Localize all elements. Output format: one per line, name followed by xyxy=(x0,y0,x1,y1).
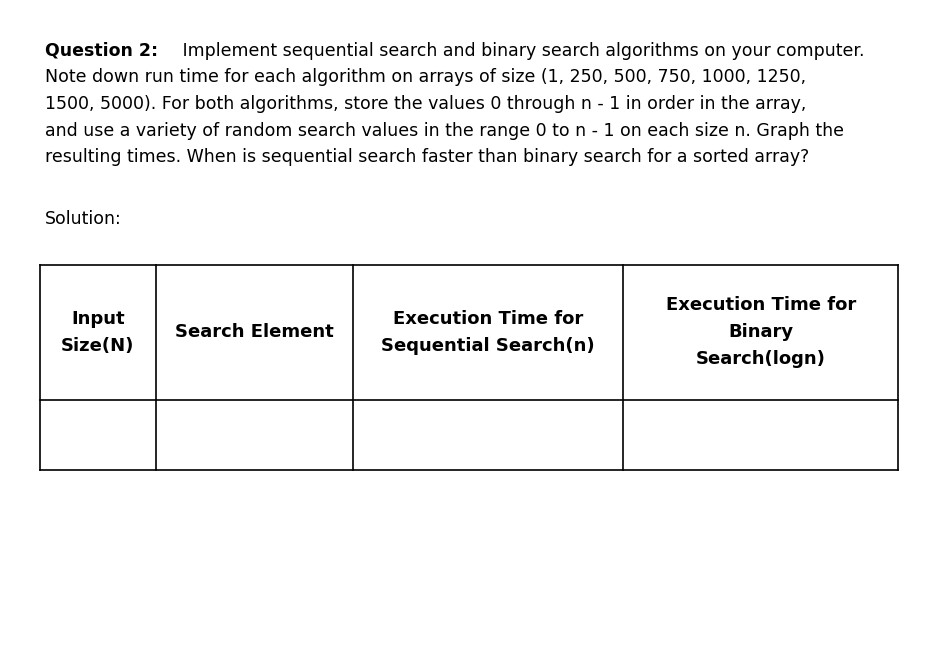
Text: Execution Time for: Execution Time for xyxy=(666,296,856,314)
Text: Question 2:: Question 2: xyxy=(45,42,158,60)
Text: 1500, 5000). For both algorithms, store the values 0 through n - 1 in order in t: 1500, 5000). For both algorithms, store … xyxy=(45,95,806,113)
Text: Search(logn): Search(logn) xyxy=(696,350,826,368)
Text: and use a variety of random search values in the range 0 to n - 1 on each size n: and use a variety of random search value… xyxy=(45,122,844,139)
Text: Input: Input xyxy=(71,309,124,328)
Text: Note down run time for each algorithm on arrays of size (1, 250, 500, 750, 1000,: Note down run time for each algorithm on… xyxy=(45,69,806,86)
Text: Execution Time for: Execution Time for xyxy=(393,309,584,328)
Text: Solution:: Solution: xyxy=(45,209,122,228)
Text: resulting times. When is sequential search faster than binary search for a sorte: resulting times. When is sequential sear… xyxy=(45,148,809,166)
Text: Implement sequential search and binary search algorithms on your computer.: Implement sequential search and binary s… xyxy=(177,42,865,60)
Text: Search Element: Search Element xyxy=(175,323,334,341)
Text: Size(N): Size(N) xyxy=(61,337,135,354)
Text: Sequential Search(n): Sequential Search(n) xyxy=(382,337,595,354)
Text: Binary: Binary xyxy=(728,323,793,341)
